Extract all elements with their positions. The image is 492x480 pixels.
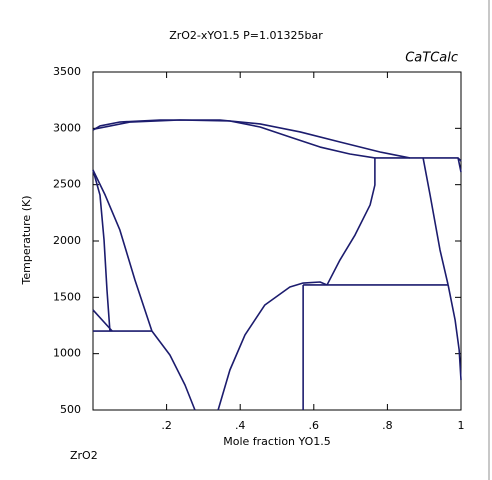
phase-boundary — [422, 157, 449, 286]
phase-boundary — [92, 169, 111, 332]
y-tick-label: 1000 — [53, 347, 81, 360]
y-tick-label: 1500 — [53, 290, 81, 303]
x-tick-label: .6 — [309, 419, 320, 432]
phase-boundary — [92, 169, 153, 332]
x-tick-label: 1 — [458, 419, 465, 432]
phase-boundary — [457, 157, 462, 173]
phase-boundary — [151, 330, 196, 411]
x-tick-label: .2 — [161, 419, 172, 432]
y-tick-label: 3000 — [53, 121, 81, 134]
phase-boundary — [326, 157, 376, 286]
x-tick-label: .4 — [235, 419, 246, 432]
y-tick-label: 3500 — [53, 65, 81, 78]
phase-boundary — [92, 119, 411, 159]
brand-label: CaTCalc — [405, 51, 458, 66]
phase-boundary — [92, 309, 113, 332]
phase-boundary — [217, 281, 328, 411]
y-tick-label: 500 — [60, 403, 81, 416]
x-tick-label: .8 — [382, 419, 393, 432]
x-origin-label: ZrO2 — [70, 449, 98, 462]
y-tick-label: 2000 — [53, 234, 81, 247]
phase-boundary — [94, 119, 376, 159]
phase-boundary — [447, 284, 462, 381]
y-axis-label: Temperature (K) — [20, 196, 33, 286]
chart-title: ZrO2-xYO1.5 P=1.01325bar — [169, 29, 323, 42]
x-axis-label: Mole fraction YO1.5 — [223, 435, 331, 448]
y-tick-label: 2500 — [53, 178, 81, 191]
